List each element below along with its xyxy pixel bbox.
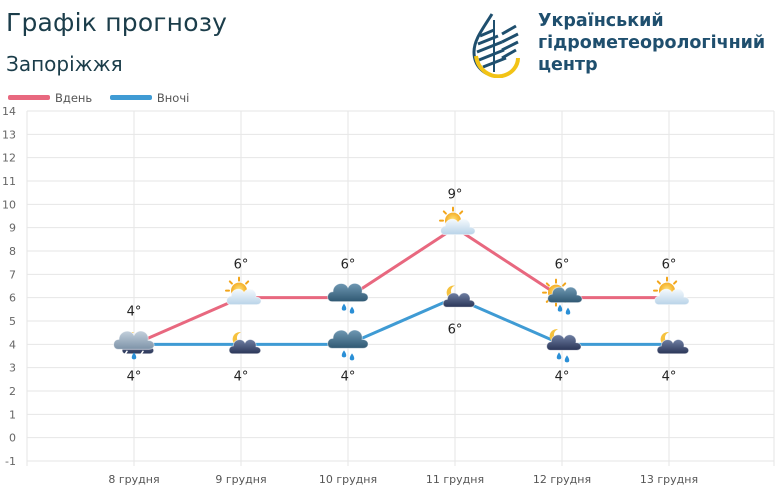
legend-label-day: Вдень [55,90,93,105]
legend-swatch-day [8,95,50,100]
y-tick-label: 7 [9,268,16,281]
city-subtitle: Запоріжжя [6,52,123,76]
sun-cloud-icon [225,276,262,306]
x-tick-label: 10 грудня [319,473,377,486]
y-tick-label: 0 [9,432,16,445]
x-tick-label: 9 грудня [215,473,266,486]
y-tick-label: 3 [9,362,16,375]
y-tick-label: -1 [5,455,16,468]
org-logo: Український гідрометеорологічний центр [472,11,772,80]
sun-cloud-icon [439,206,476,236]
y-tick-label: 9 [9,222,16,235]
data-label-day: 6° [234,258,249,273]
y-tick-label: 5 [9,315,16,328]
x-tick-label: 13 грудня [640,473,698,486]
sun-cloud-rain-icon [542,278,583,315]
data-label-night: 4° [555,369,570,384]
series-line-day[interactable] [133,226,669,346]
cloud-rain-icon [327,282,369,314]
org-name: Український гідрометеорологічний центр [538,11,766,75]
legend-label-night: Вночі [156,90,190,105]
y-tick-label: 2 [9,385,16,398]
data-label-night: 4° [341,369,356,384]
data-label-day: 6° [555,258,570,273]
y-tick-label: 14 [2,105,16,118]
data-label-night: 4° [234,369,249,384]
data-label-day: 4° [127,304,142,319]
moon-cloud-rain-icon [546,329,582,363]
y-tick-label: 11 [2,175,16,188]
sun-cloud-icon [653,276,690,306]
y-tick-label: 4 [9,338,16,351]
x-tick-label: 11 грудня [426,473,484,486]
data-label-night: 4° [662,369,677,384]
y-tick-label: 12 [2,152,16,165]
legend-item-night[interactable]: Вночі [109,90,190,105]
data-label-day: 6° [341,258,356,273]
chart-title: Графік прогнозу [6,8,228,37]
y-tick-label: 8 [9,245,16,258]
x-tick-label: 12 грудня [533,473,591,486]
y-tick-label: 6 [9,292,16,305]
chart-legend[interactable]: Вдень Вночі [8,89,203,105]
y-tick-label: 13 [2,128,16,141]
cloud-rain-icon [327,329,369,361]
data-label-night: 4° [127,369,142,384]
y-tick-label: 10 [2,198,16,211]
legend-swatch-night [109,95,152,100]
data-label-day: 6° [662,258,677,273]
cloud-rain-sleet-icon [113,330,155,360]
data-label-night: 6° [448,323,463,338]
moon-cloud-icon [442,285,476,308]
moon-cloud-icon [228,332,262,355]
x-tick-label: 8 грудня [108,473,159,486]
data-label-day: 9° [448,188,463,203]
legend-item-day[interactable]: Вдень [8,91,92,105]
hydromet-drop-icon [472,13,520,78]
moon-cloud-icon [656,332,690,355]
y-tick-label: 1 [9,408,16,421]
